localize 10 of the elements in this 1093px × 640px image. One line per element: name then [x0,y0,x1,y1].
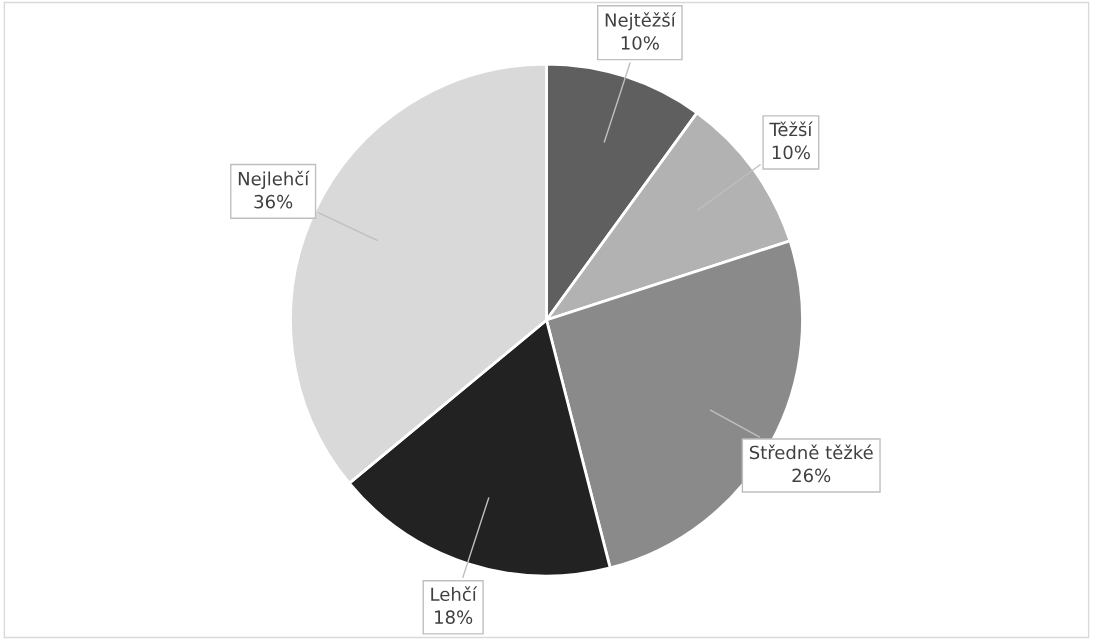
slice-label: Těžší [769,121,813,137]
data-label: 26% [792,468,831,483]
data-label: 10% [772,145,810,160]
slice-label: Nejlehčí [238,170,310,189]
slice-label: Středně těžké [749,444,873,460]
data-label: 36% [254,194,293,209]
slice-label: Lehčí [431,586,478,602]
slice-label: Nejtěžší [605,12,677,31]
data-label: 18% [435,610,473,625]
data-label: 10% [621,36,659,50]
